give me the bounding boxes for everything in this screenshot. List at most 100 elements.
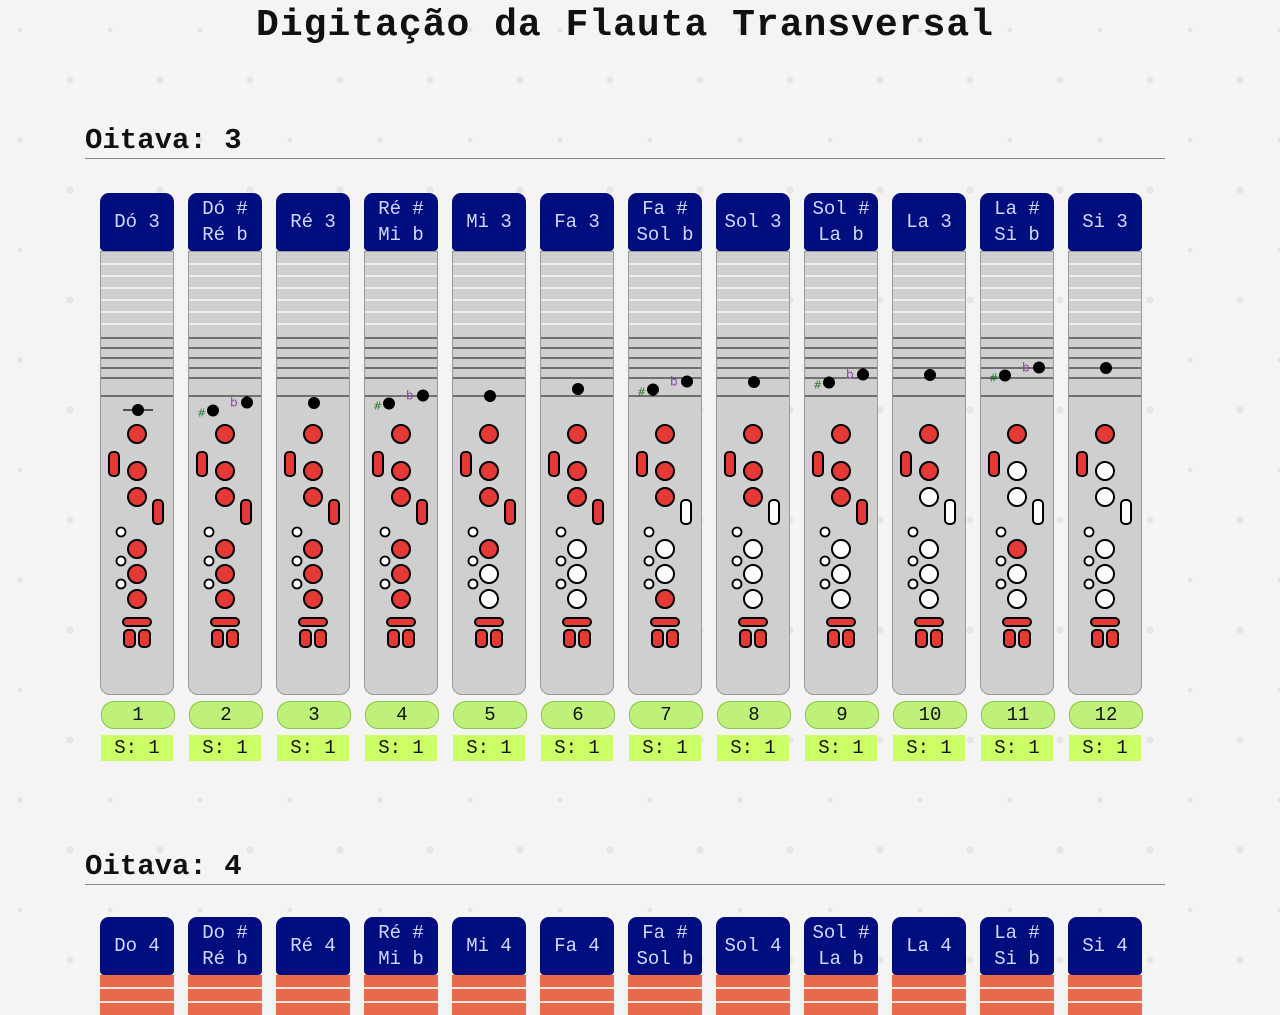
note-name-header: La 4: [892, 917, 966, 975]
note-name-line-1: La #: [994, 922, 1040, 944]
fingering-number-badge[interactable]: 10: [893, 701, 967, 729]
note-name-line-2: Si b: [994, 224, 1040, 246]
note-name-line-1: Fa #: [642, 198, 688, 220]
flute-diagram-svg: [101, 263, 173, 648]
key-lever: [562, 617, 592, 627]
trill-key: [907, 555, 919, 567]
sharp-symbol: #: [373, 400, 382, 413]
flat-symbol: b: [230, 396, 238, 410]
key-hole: [567, 589, 587, 609]
key-lever: [812, 451, 824, 477]
fingering-number-badge[interactable]: 1: [101, 701, 175, 729]
key-hole: [479, 461, 499, 481]
key-hole: [391, 564, 411, 584]
note-head: [999, 369, 1011, 382]
key-hole: [655, 589, 675, 609]
note-name-line-1: La #: [994, 198, 1040, 220]
key-lever: [240, 499, 252, 525]
note-head: [308, 397, 320, 409]
score-label: S: 1: [805, 735, 877, 761]
note-name-line-2: Ré b: [202, 224, 248, 246]
key-lever: [1032, 499, 1044, 525]
key-hole: [831, 461, 851, 481]
trill-key: [643, 526, 655, 538]
key-hole: [919, 461, 939, 481]
key-lever: [548, 451, 560, 477]
trill-key: [555, 578, 567, 590]
key-hole: [655, 564, 675, 584]
sharp-symbol: #: [989, 372, 998, 385]
key-lever: [651, 629, 664, 648]
key-hole: [215, 487, 235, 507]
key-hole: [567, 424, 587, 444]
trill-key: [467, 578, 479, 590]
flute-diagram-svg: #b: [805, 263, 877, 648]
octave-4-heading: Oitava: 4: [85, 850, 1165, 885]
key-hole: [655, 461, 675, 481]
key-hole: [567, 539, 587, 559]
fingering-number-badge[interactable]: 6: [541, 701, 615, 729]
fingering-number-badge[interactable]: 8: [717, 701, 791, 729]
note-name-header: Dó 3: [100, 193, 174, 251]
key-hole: [567, 487, 587, 507]
key-hole: [1007, 487, 1027, 507]
key-lever: [563, 629, 576, 648]
fingering-number-badge[interactable]: 9: [805, 701, 879, 729]
key-lever: [856, 499, 868, 525]
key-hole: [215, 589, 235, 609]
key-hole: [831, 539, 851, 559]
note-name-header: Sol # La b: [804, 193, 878, 251]
flute-diagram-svg: #b: [629, 263, 701, 648]
trill-key: [379, 526, 391, 538]
trill-key: [379, 555, 391, 567]
key-hole: [919, 487, 939, 507]
fingering-number-badge[interactable]: 5: [453, 701, 527, 729]
key-hole: [303, 461, 323, 481]
flute-diagram-svg: [717, 263, 789, 648]
key-hole: [303, 564, 323, 584]
key-lever: [578, 629, 591, 648]
ledger-line: [628, 987, 702, 989]
note-name-header: Ré # Mi b: [364, 917, 438, 975]
fingering-number-badge[interactable]: 7: [629, 701, 703, 729]
trill-key: [995, 578, 1007, 590]
key-hole: [743, 424, 763, 444]
flute-diagram: # b: [980, 251, 1054, 695]
flute-diagram: [540, 251, 614, 695]
fingering-number-badge[interactable]: 2: [189, 701, 263, 729]
key-lever: [402, 629, 415, 648]
note-head: [748, 376, 760, 388]
flute-diagram: [100, 975, 174, 1015]
note-name-header: Do # Ré b: [188, 917, 262, 975]
score-label: S: 1: [541, 735, 613, 761]
key-hole: [479, 487, 499, 507]
note-head: [241, 396, 253, 409]
fingering-number-badge[interactable]: 3: [277, 701, 351, 729]
note-head: [681, 375, 693, 388]
key-hole: [215, 424, 235, 444]
note-name-line-1: Sol #: [812, 922, 870, 944]
flute-diagram: [452, 975, 526, 1015]
note-name-line-2: Ré b: [202, 948, 248, 970]
flute-diagram: [892, 251, 966, 695]
key-lever: [1120, 499, 1132, 525]
key-lever: [1106, 629, 1119, 648]
key-lever: [1002, 617, 1032, 627]
flute-diagram: [452, 251, 526, 695]
fingering-number-badge[interactable]: 12: [1069, 701, 1143, 729]
key-lever: [666, 629, 679, 648]
sharp-symbol: #: [197, 407, 206, 420]
key-lever: [739, 629, 752, 648]
fingering-number-badge[interactable]: 11: [981, 701, 1055, 729]
note-name-header: Si 3: [1068, 193, 1142, 251]
trill-key: [643, 555, 655, 567]
key-hole: [1007, 564, 1027, 584]
fingering-number-badge[interactable]: 4: [365, 701, 439, 729]
note-name-line-2: Si b: [994, 948, 1040, 970]
flute-diagram: [892, 975, 966, 1015]
note-name-line-1: Ré 3: [290, 211, 336, 233]
key-lever: [298, 617, 328, 627]
trill-key: [467, 555, 479, 567]
flute-diagram-svg: [277, 263, 349, 648]
trill-key: [1083, 578, 1095, 590]
